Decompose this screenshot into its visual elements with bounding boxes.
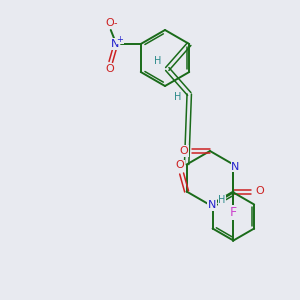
Text: H: H [174, 92, 181, 102]
Text: H: H [154, 56, 161, 66]
Text: O: O [105, 18, 114, 28]
Text: O: O [105, 64, 114, 74]
Text: N: N [231, 161, 240, 172]
Text: H: H [218, 195, 226, 205]
Text: N: N [111, 39, 119, 49]
Text: O: O [175, 160, 184, 170]
Text: O: O [255, 187, 264, 196]
Text: F: F [230, 206, 237, 219]
Text: +: + [116, 34, 123, 43]
Text: O: O [180, 146, 188, 156]
Text: N: N [208, 200, 216, 210]
Text: -: - [114, 18, 118, 28]
